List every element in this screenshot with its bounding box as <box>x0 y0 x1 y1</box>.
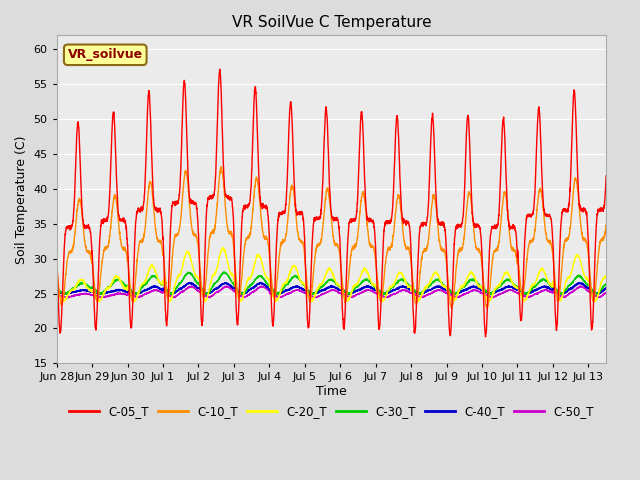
Title: VR SoilVue C Temperature: VR SoilVue C Temperature <box>232 15 431 30</box>
X-axis label: Time: Time <box>316 385 347 398</box>
Text: VR_soilvue: VR_soilvue <box>68 48 143 61</box>
Legend: C-05_T, C-10_T, C-20_T, C-30_T, C-40_T, C-50_T: C-05_T, C-10_T, C-20_T, C-30_T, C-40_T, … <box>65 401 598 423</box>
Y-axis label: Soil Temperature (C): Soil Temperature (C) <box>15 135 28 264</box>
